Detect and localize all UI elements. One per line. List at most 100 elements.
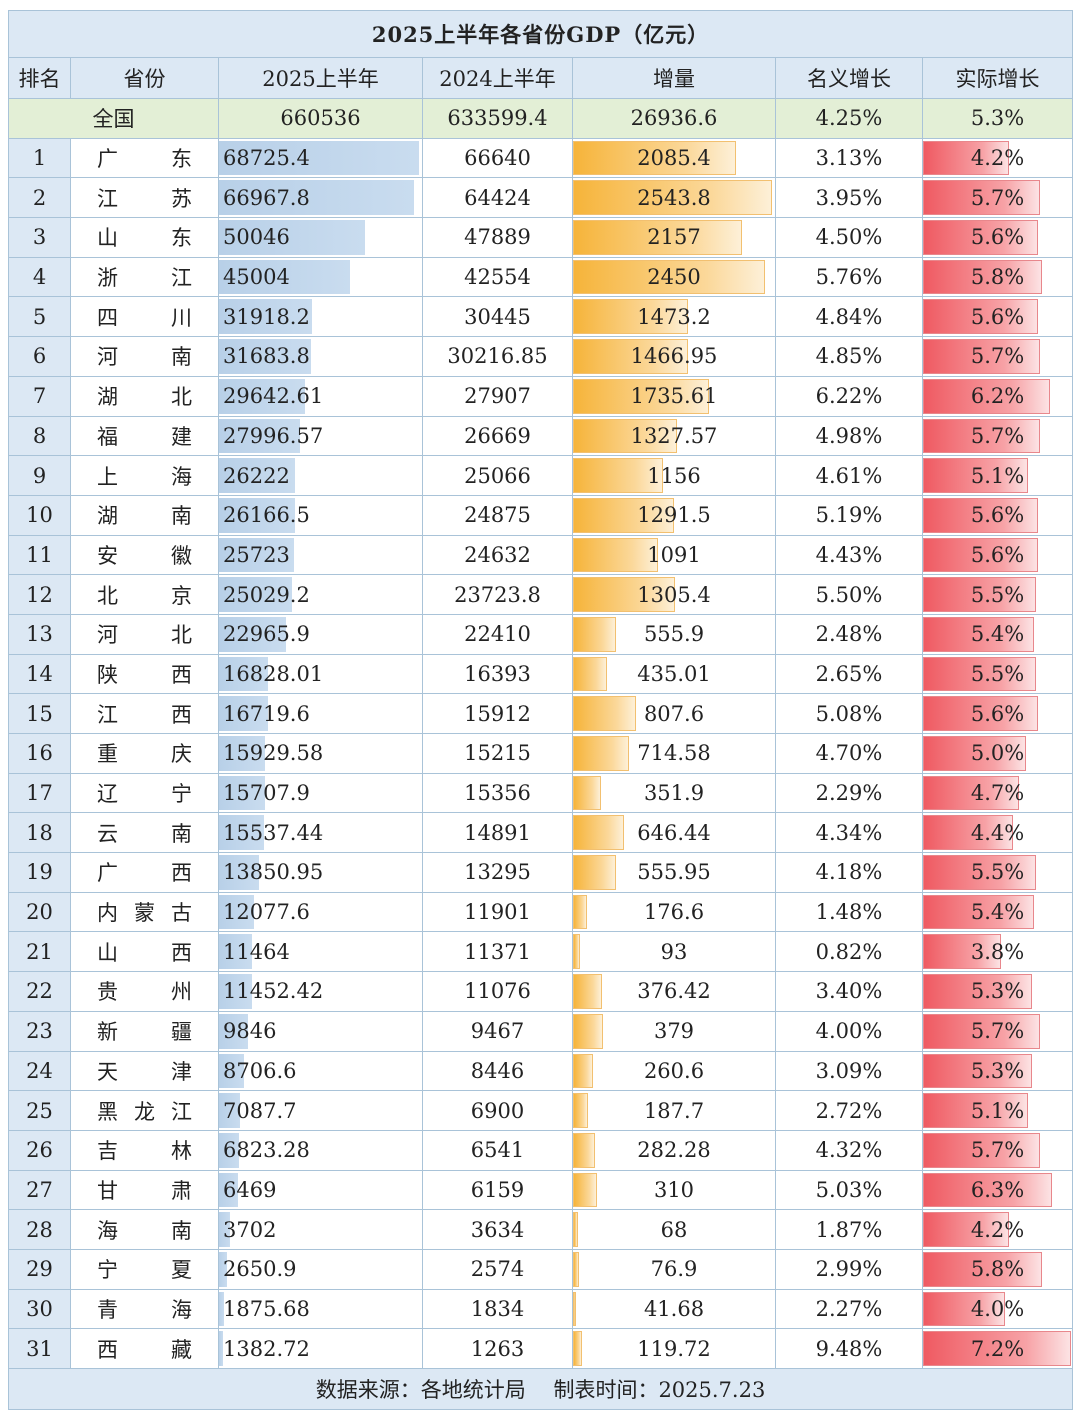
- cell-increase: 260.6: [572, 1050, 776, 1092]
- increase-data-bar: [573, 220, 742, 255]
- real-growth-value: 5.7%: [970, 344, 1025, 369]
- cell-gdp-2025: 1875.68: [218, 1288, 423, 1330]
- real-growth-data-bar: [923, 616, 1034, 652]
- header-real-growth: 实际增长: [921, 57, 1074, 99]
- gdp-2025-value: 15707.9: [223, 781, 310, 806]
- cell-nominal-growth: 3.40%: [775, 971, 923, 1012]
- cell-real-growth: 5.7%: [921, 177, 1074, 219]
- real-growth-value: 5.4%: [970, 900, 1025, 925]
- cell-rank: 8: [8, 415, 71, 457]
- gdp-2025-data-bar: [219, 259, 350, 295]
- increase-value: 714.58: [637, 741, 711, 766]
- rank-value: 3: [32, 225, 47, 250]
- increase-value: 2157: [647, 225, 701, 250]
- nominal-growth-value: 4.61%: [815, 463, 883, 488]
- real-growth-data-bar: [923, 339, 1040, 374]
- gdp-2025-data-bar: [219, 537, 294, 573]
- gdp-2024-value: 1834: [470, 1296, 525, 1321]
- gdp-2024-value: 2574: [470, 1257, 525, 1282]
- cell-real-growth: 5.4%: [921, 613, 1074, 655]
- rank-value: 5: [32, 304, 47, 329]
- cell-province: 海南: [70, 1209, 219, 1250]
- increase-value: 1291.5: [637, 503, 711, 528]
- real-growth-data-bar: [923, 180, 1040, 216]
- increase-value: 376.42: [637, 979, 711, 1004]
- table-row: 23 新疆 9846 9467 379 4.00% 5.7%: [8, 1010, 1074, 1052]
- cell-province: 北京: [70, 574, 219, 615]
- gdp-2024-value: 1263: [470, 1336, 525, 1361]
- nominal-growth-value: 0.82%: [815, 939, 883, 964]
- real-growth-value: 4.4%: [970, 820, 1025, 845]
- increase-value: 1156: [647, 463, 701, 488]
- cell-rank: 28: [8, 1209, 71, 1250]
- cell-real-growth: 5.7%: [921, 336, 1074, 377]
- province-value: 江苏: [97, 186, 192, 211]
- rank-value: 13: [26, 622, 53, 647]
- cell-real-growth: 5.0%: [921, 733, 1074, 774]
- increase-data-bar: [573, 458, 664, 493]
- gdp-2025-data-bar: [219, 577, 292, 612]
- increase-data-bar: [573, 894, 587, 930]
- nominal-growth-value: 5.19%: [815, 503, 883, 528]
- cell-province: 云南: [70, 812, 219, 854]
- nominal-growth-value: 4.70%: [815, 741, 883, 766]
- table-row: 29 宁夏 2650.9 2574 76.9 2.99% 5.8%: [8, 1248, 1074, 1290]
- gdp-2024-value: 11076: [464, 979, 531, 1004]
- gdp-2024-value: 16393: [464, 661, 531, 686]
- cell-real-growth: 6.3%: [921, 1169, 1074, 1211]
- table-row: 1 广东 68725.4 66640 2085.4 3.13% 4.2%: [8, 137, 1074, 179]
- cell-rank: 22: [8, 971, 71, 1012]
- province-value: 西藏: [97, 1337, 192, 1362]
- cell-real-growth: 5.5%: [921, 852, 1074, 893]
- gdp-2025-data-bar: [219, 934, 253, 970]
- cell-real-growth: 5.1%: [921, 455, 1074, 496]
- increase-value: 1735.61: [630, 384, 718, 409]
- cell-province: 湖北: [70, 375, 219, 417]
- cell-province: 广西: [70, 852, 219, 893]
- real-growth-value: 3.8%: [970, 939, 1025, 964]
- gdp-2025-value: 11464: [223, 939, 290, 964]
- increase-data-bar: [573, 775, 601, 811]
- cell-increase: 807.6: [572, 693, 776, 734]
- footer-source: 数据来源：各地统计局 制表时间：2025.7.23: [7, 1368, 1074, 1410]
- cell-nominal-growth: 2.65%: [775, 653, 923, 695]
- cell-nominal-growth: 0.82%: [775, 931, 923, 973]
- cell-nominal-growth: 1.87%: [775, 1209, 923, 1250]
- gdp-2024-value: 8446: [470, 1058, 525, 1083]
- real-growth-value: 5.0%: [970, 741, 1025, 766]
- increase-value: 176.6: [643, 900, 705, 925]
- gdp-2025-value: 15929.58: [223, 741, 324, 766]
- table-row: 28 海南 3702 3634 68 1.87% 4.2%: [8, 1209, 1074, 1250]
- cell-real-growth: 5.6%: [921, 534, 1074, 576]
- gdp-2025-data-bar: [219, 1013, 248, 1049]
- rank-value: 23: [26, 1019, 53, 1044]
- table-row: 21 山西 11464 11371 93 0.82% 3.8%: [8, 931, 1074, 973]
- header-row: 排名 省份 2025上半年 2024上半年 增量 名义增长 实际增长: [8, 57, 1074, 99]
- real-growth-value: 7.2%: [970, 1336, 1025, 1361]
- real-growth-data-bar: [923, 775, 1020, 811]
- cell-increase: 1327.57: [572, 415, 776, 457]
- increase-value: 2085.4: [637, 146, 711, 171]
- province-value: 安徽: [97, 543, 192, 568]
- cell-gdp-2024: 13295: [422, 852, 573, 893]
- increase-value: 351.9: [643, 781, 705, 806]
- cell-gdp-2025: 11452.42: [218, 971, 423, 1012]
- cell-gdp-2024: 3634: [422, 1209, 573, 1250]
- cell-real-growth: 5.8%: [921, 256, 1074, 298]
- increase-value: 68: [660, 1217, 688, 1242]
- real-growth-data-bar: [923, 736, 1026, 771]
- cell-nominal-growth: 1.48%: [775, 891, 923, 933]
- cell-gdp-2025: 15707.9: [218, 772, 423, 814]
- cell-nominal-growth: 9.48%: [775, 1328, 923, 1369]
- nominal-growth-value: 2.48%: [815, 622, 883, 647]
- gdp-2025-data-bar: [219, 974, 253, 1009]
- nominal-growth-value: 9.48%: [815, 1336, 883, 1361]
- increase-data-bar: [573, 1251, 579, 1287]
- cell-gdp-2024: 42554: [422, 256, 573, 298]
- increase-data-bar: [573, 299, 689, 335]
- cell-gdp-2025: 26166.5: [218, 494, 423, 536]
- table-row: 31 西藏 1382.72 1263 119.72 9.48% 7.2%: [8, 1328, 1074, 1369]
- real-growth-value: 5.7%: [970, 1019, 1025, 1044]
- increase-value: 76.9: [650, 1257, 698, 1282]
- cell-gdp-2024: 11901: [422, 891, 573, 933]
